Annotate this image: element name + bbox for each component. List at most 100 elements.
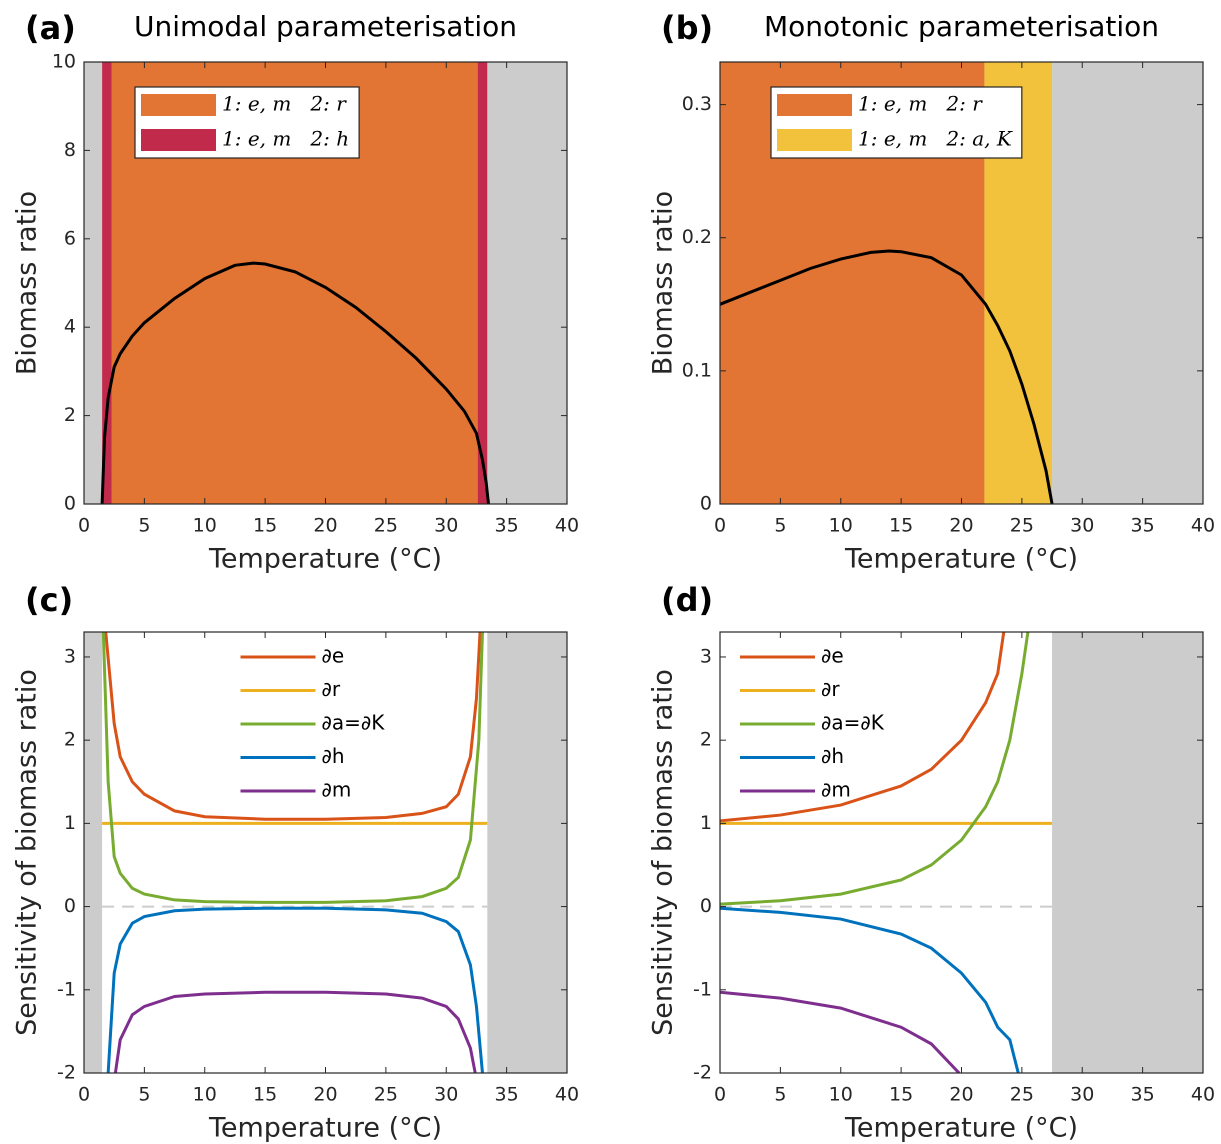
curve	[720, 632, 1006, 823]
y-axis-label: Biomass ratio	[12, 191, 43, 375]
lines	[101, 632, 488, 1073]
panel-label: (c)	[25, 581, 73, 619]
x-tick-label: 0	[78, 1084, 90, 1106]
legend-label: ∂a=∂K	[821, 711, 885, 735]
x-tick-label: 10	[193, 1084, 217, 1106]
y-tick-label: 3	[64, 645, 76, 667]
x-tick-label: 40	[1191, 1084, 1215, 1106]
y-tick-label: 4	[64, 316, 76, 338]
x-tick-label: 35	[1131, 1084, 1155, 1106]
curve	[101, 632, 484, 904]
x-tick-label: 20	[949, 515, 973, 537]
panel-title: Unimodal parameterisation	[134, 10, 517, 43]
x-tick-label: 20	[313, 1084, 337, 1106]
shaded-region	[487, 62, 567, 504]
panel-label: (b)	[661, 9, 713, 47]
y-tick-label: 0	[64, 493, 76, 515]
shaded-region	[84, 62, 103, 504]
legend: 1: e, m 2: r 1: e, m 2: h	[134, 86, 360, 159]
x-tick-label: 35	[495, 1084, 519, 1106]
y-axis-label: Sensitivity of biomass ratio	[12, 669, 43, 1036]
legend-label: 1: e, m 2: h	[222, 127, 349, 151]
y-tick-label: 2	[64, 729, 76, 751]
y-tick-label: 0	[700, 895, 712, 917]
x-tick-label: 10	[193, 515, 217, 537]
x-tick-label: 15	[889, 515, 913, 537]
panel: 0 5 10 15 20 25 30 35 40 -2 -1 0 1 2 3 Temperature (°C)…	[648, 581, 1216, 1144]
legend-label: 1: e, m 2: r	[858, 92, 983, 116]
curve	[720, 906, 1020, 1073]
curve	[720, 632, 1030, 906]
panel: 0 5 10 15 20 25 30 35 40 0 0.1 0.2 0.3 Temperature (°…	[648, 9, 1216, 575]
curve	[113, 990, 477, 1073]
curve	[106, 906, 484, 1073]
panel: 0 5 10 15 20 25 30 35 40 0 2 4 6 8 10 Temperature (°C) B…	[12, 9, 580, 575]
legend: ∂e ∂r ∂a=∂K ∂h ∂m	[240, 644, 386, 802]
x-tick-label: 0	[78, 515, 90, 537]
y-tick-label: 1	[700, 812, 712, 834]
shaded-region	[84, 632, 103, 1073]
x-tick-label: 25	[1010, 1084, 1034, 1106]
legend-label: ∂e	[322, 644, 345, 668]
y-tick-label: 0.1	[682, 359, 712, 381]
x-tick-label: 40	[555, 515, 579, 537]
x-tick-label: 15	[253, 1084, 277, 1106]
legend-label: ∂e	[821, 644, 844, 668]
x-tick-label: 25	[374, 515, 398, 537]
shaded-region	[487, 632, 567, 1073]
x-tick-label: 25	[1010, 515, 1034, 537]
y-tick-label: -2	[57, 1062, 76, 1084]
curve	[100, 261, 491, 504]
x-tick-label: 0	[714, 1084, 726, 1106]
x-tick-label: 10	[829, 515, 853, 537]
x-tick-label: 5	[774, 1084, 786, 1106]
legend-label: ∂r	[322, 677, 341, 701]
y-tick-label: 0	[64, 895, 76, 917]
panel: 0 5 10 15 20 25 30 35 40 -2 -1 0 1 2 3 Temperature (°C)…	[12, 581, 580, 1144]
legend-label: ∂m	[322, 778, 352, 802]
lines	[720, 632, 1053, 1073]
legend-label: ∂r	[821, 677, 840, 701]
x-tick-label: 40	[1191, 515, 1215, 537]
legend: ∂e ∂r ∂a=∂K ∂h ∂m	[740, 644, 885, 802]
shaded-region	[1052, 632, 1203, 1073]
x-tick-label: 40	[555, 1084, 579, 1106]
panel-label: (a)	[25, 9, 76, 47]
x-axis-label: Temperature (°C)	[208, 1113, 442, 1144]
y-tick-label: 2	[64, 404, 76, 426]
x-tick-label: 0	[714, 515, 726, 537]
y-tick-label: -1	[57, 978, 76, 1000]
legend-label: ∂a=∂K	[322, 711, 386, 735]
x-axis-label: Temperature (°C)	[844, 1113, 1078, 1144]
y-tick-label: 0.3	[682, 93, 712, 115]
y-axis-label: Sensitivity of biomass ratio	[648, 669, 679, 1036]
legend-label: ∂h	[821, 744, 844, 768]
y-tick-label: 10	[52, 51, 76, 73]
legend-label: 1: e, m 2: r	[222, 92, 347, 116]
curve	[720, 249, 1054, 504]
legend-label: ∂h	[322, 744, 345, 768]
y-tick-label: 6	[64, 227, 76, 249]
legend-label: 1: e, m 2: a, K	[858, 127, 1013, 151]
legend-label: ∂m	[821, 778, 851, 802]
parameter-region	[477, 62, 488, 504]
x-tick-label: 30	[1070, 1084, 1094, 1106]
x-tick-label: 25	[374, 1084, 398, 1106]
x-tick-label: 30	[434, 515, 458, 537]
panel-label: (d)	[661, 581, 713, 619]
legend: 1: e, m 2: r 1: e, m 2: a, K	[770, 86, 1023, 159]
x-axis-label: Temperature (°C)	[844, 544, 1078, 575]
x-tick-label: 5	[138, 1084, 150, 1106]
y-tick-label: 1	[64, 812, 76, 834]
y-tick-label: 0.2	[682, 226, 712, 248]
y-tick-label: 2	[700, 729, 712, 751]
legend-swatch	[141, 94, 216, 116]
legend-swatch	[141, 129, 216, 151]
x-tick-label: 5	[774, 515, 786, 537]
x-tick-label: 15	[253, 515, 277, 537]
x-tick-label: 20	[949, 1084, 973, 1106]
y-tick-label: -1	[693, 978, 712, 1000]
y-tick-label: 8	[64, 139, 76, 161]
legend-swatch	[777, 94, 852, 116]
lines	[100, 261, 491, 504]
